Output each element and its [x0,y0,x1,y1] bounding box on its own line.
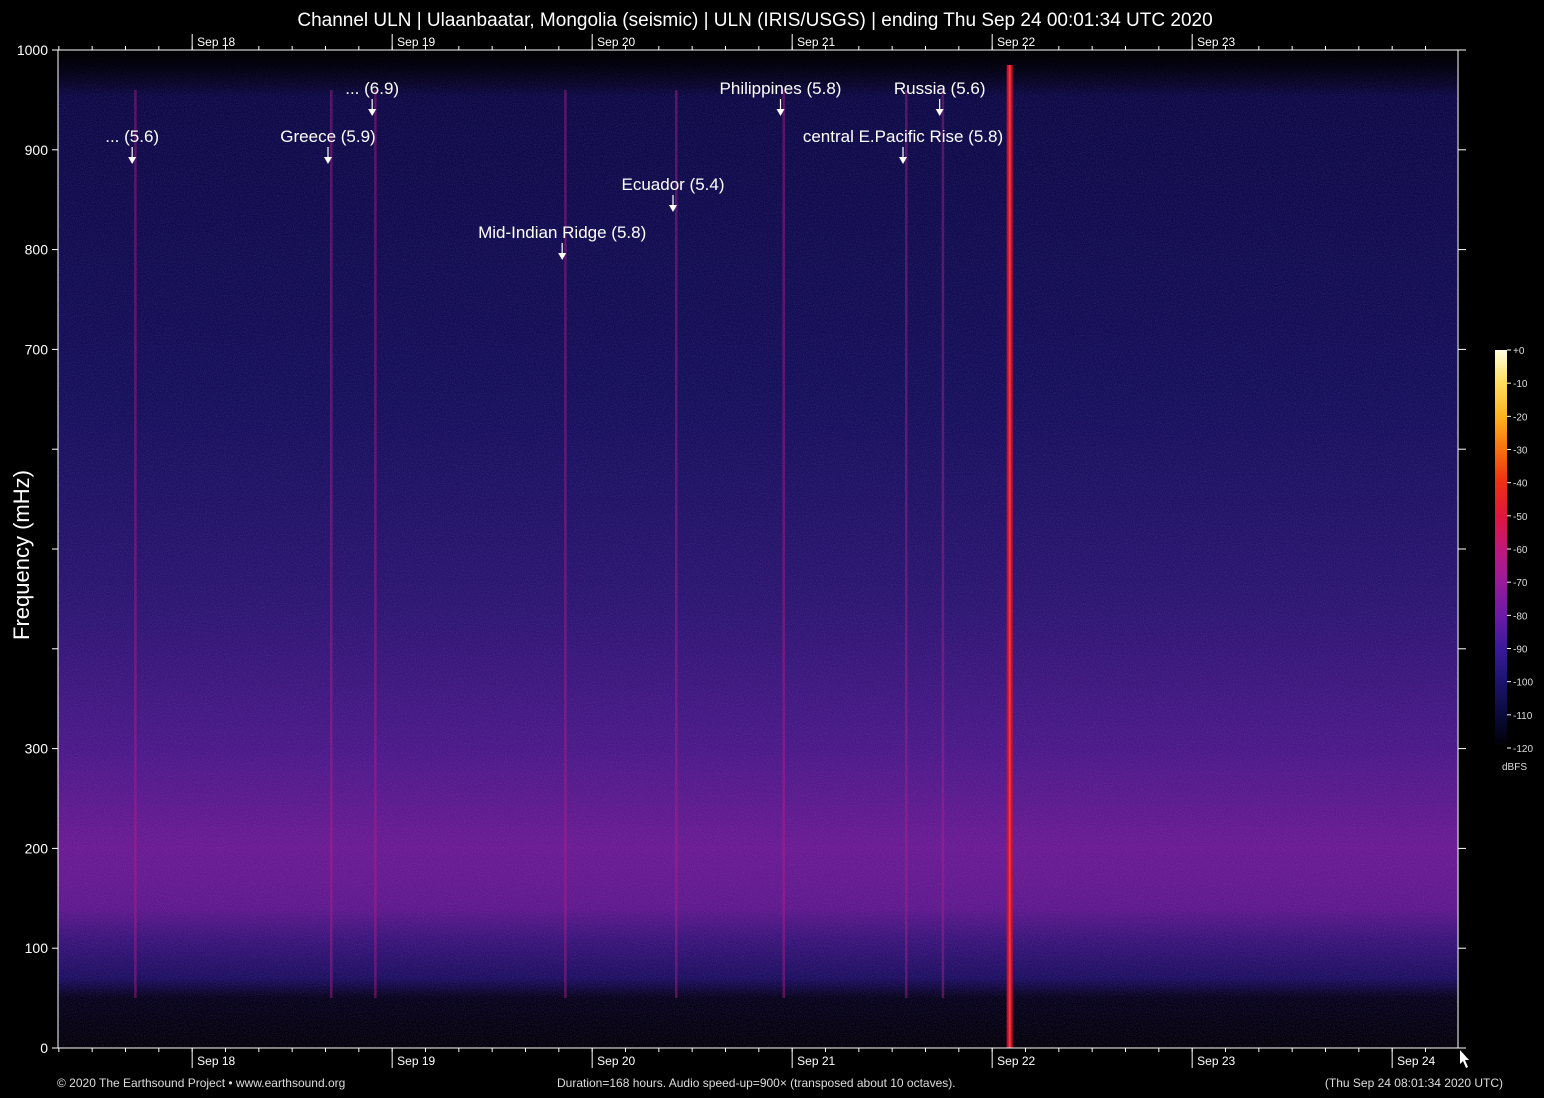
event-label: ... (6.9) [345,79,399,98]
colorbar-tick-label: -40 [1513,479,1528,490]
x-tick-label: Sep 20 [597,1054,635,1068]
event-streak [675,90,678,998]
plot-area [57,49,1459,1049]
event-arrow-head [899,157,907,164]
strong-signal-core [1008,64,1011,1049]
y-tick-label: 200 [25,840,49,856]
event-streak [782,90,785,998]
colorbar-tick-label: -120 [1513,744,1533,755]
colorbar-tick-label: -10 [1513,379,1528,390]
x-tick-label-top: Sep 21 [797,35,835,49]
event-arrow-head [935,109,944,116]
colorbar-tick-label: -70 [1513,578,1528,589]
y-tick-label: 700 [25,341,49,357]
event-label: Philippines (5.8) [720,79,842,98]
colorbar-tick-label: -80 [1513,611,1528,622]
event-arrow-head [128,157,137,164]
colorbar: +0 -10 -20 -30 -40 -50 -60 -70 -80 -90 -100 -110 -12… [1495,346,1533,755]
colorbar-tick-label: -60 [1513,545,1528,556]
event-arrow-head [324,157,332,164]
local-time-text: (Thu Sep 24 08:01:34 2020 UTC) [1324,1076,1503,1090]
copyright-text: © 2020 The Earthsound Project • www.eart… [57,1076,346,1090]
colorbar-ticks: +0 -10 -20 -30 -40 -50 -60 -70 -80 -90 -100 -110 -12… [1507,346,1533,755]
signal-streaks [134,64,1013,1049]
event-streak [134,90,137,998]
event-streak [905,90,908,998]
colorbar-tick-label: -20 [1513,412,1528,423]
event-label: central E.Pacific Rise (5.8) [803,127,1003,146]
event-label: Ecuador (5.4) [622,175,725,194]
event-arrow-head [368,109,377,116]
cursor-icon [1460,1050,1469,1068]
colorbar-tick-label: -90 [1513,645,1528,656]
y-tick-label: 100 [25,940,49,956]
y-tick-label: 900 [25,142,49,158]
colorbar-tick-label: -100 [1513,678,1533,689]
x-tick-label: Sep 22 [997,1054,1035,1068]
top-fade [58,50,1458,95]
event-streak [941,90,945,998]
event-label: Greece (5.9) [280,127,375,146]
duration-text: Duration=168 hours. Audio speed-up=900× … [557,1076,956,1090]
x-tick-label: Sep 23 [1197,1054,1235,1068]
colorbar-tick-label: -50 [1513,512,1528,523]
x-tick-label-top: Sep 20 [597,35,635,49]
event-label: Russia (5.6) [894,79,986,98]
x-tick-label: Sep 19 [397,1054,435,1068]
event-arrow-head [558,253,567,260]
y-tick-label: 300 [25,741,49,757]
event-streak [374,90,377,998]
y-tick-label: 800 [25,242,49,258]
y-axis: 0 100 200 300 700 800 900 1000 [17,42,1466,1056]
colorbar-tick-label: +0 [1513,346,1525,357]
event-arrow-head [669,205,677,212]
event-streak [330,90,333,998]
x-tick-label-top: Sep 22 [997,35,1035,49]
x-tick-label-top: Sep 23 [1197,35,1235,49]
x-tick-label: Sep 18 [197,1054,235,1068]
event-label: Mid-Indian Ridge (5.8) [478,223,646,242]
x-tick-label: Sep 21 [797,1054,835,1068]
spectrogram-noise [58,50,1458,1048]
chart-title: Channel ULN | Ulaanbaatar, Mongolia (sei… [297,10,1213,31]
x-tick-label: Sep 24 [1397,1054,1435,1068]
event-streak [564,90,567,998]
x-tick-label-top: Sep 18 [197,35,235,49]
x-axis: Sep 18 Sep 18 Sep 19 Sep 19 Sep 20 Sep 20 Sep … [58,34,1436,1068]
event-arrow-head [776,109,785,116]
colorbar-tick-label: -110 [1513,711,1533,722]
colorbar-tick-label: -30 [1513,446,1528,457]
y-tick-label: 1000 [17,42,48,58]
event-annotations: ... (5.6) Greece (5.9) ... (6.9) Mid-Indian… [105,79,1003,260]
y-tick-label: 0 [40,1040,48,1056]
x-tick-label-top: Sep 19 [397,35,435,49]
colorbar-gradient [1495,350,1507,748]
colorbar-unit: dBFS [1502,762,1528,773]
event-label: ... (5.6) [105,127,159,146]
